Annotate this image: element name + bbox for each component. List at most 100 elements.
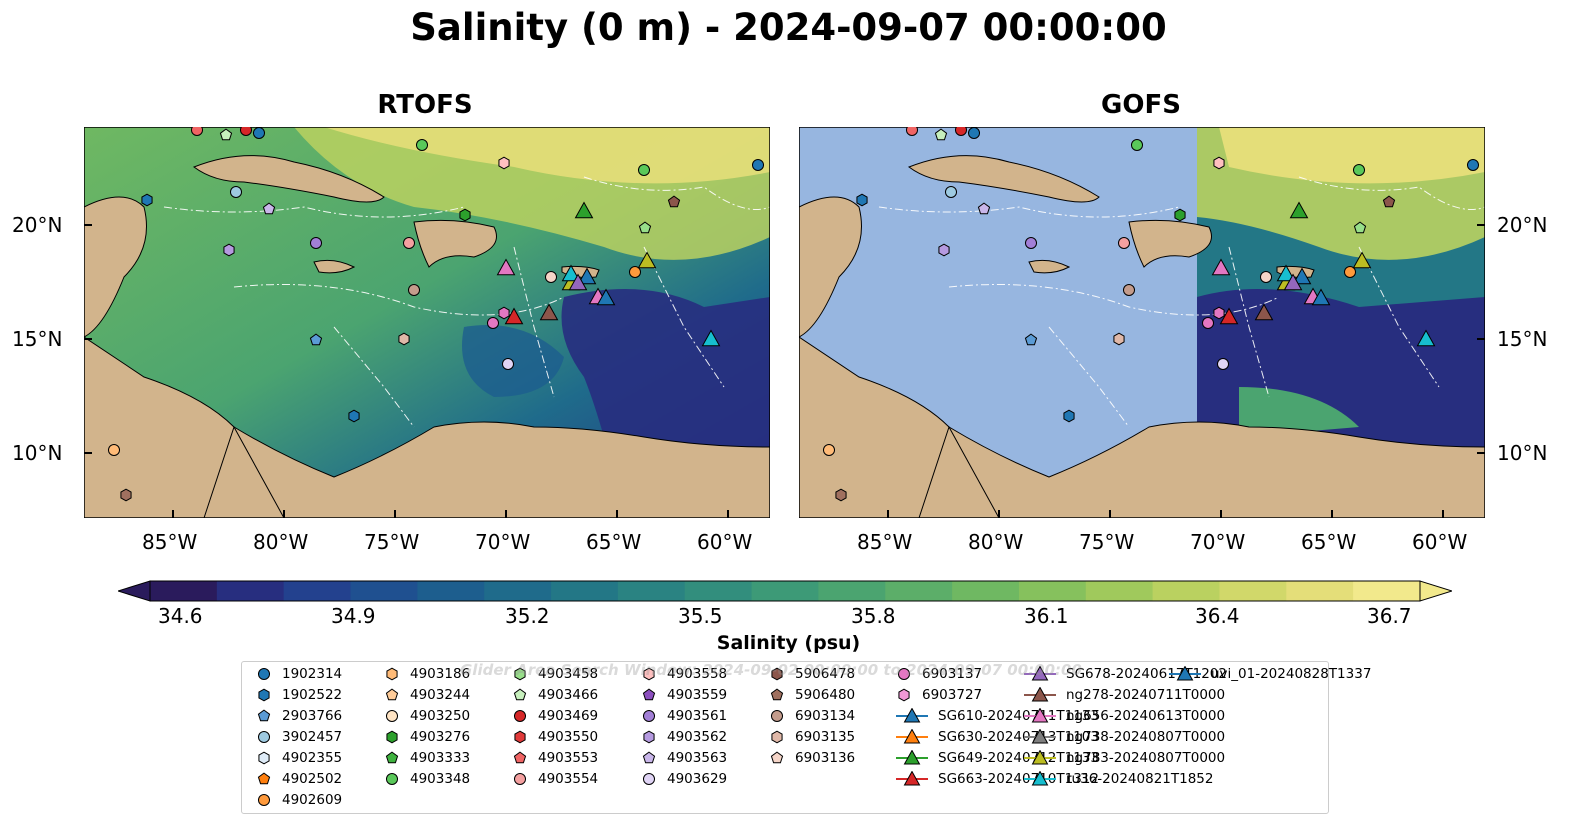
lon-label-65w-right: 65°W bbox=[1301, 530, 1357, 554]
legend-item: ng278-20240711T0000 bbox=[1022, 686, 1226, 703]
map-marker bbox=[1352, 251, 1372, 269]
map-marker bbox=[1254, 303, 1274, 321]
legend-item: ru36-20240821T1852 bbox=[1022, 770, 1213, 787]
legend-label: 6903727 bbox=[922, 687, 983, 703]
legend-label: 4902355 bbox=[282, 750, 343, 766]
map-marker bbox=[402, 236, 416, 250]
legend-item: 4903333 bbox=[382, 750, 470, 766]
legend-marker bbox=[257, 667, 271, 681]
legend-marker bbox=[642, 709, 656, 723]
colorbar-segment bbox=[283, 581, 352, 601]
legend-label: 5906478 bbox=[795, 666, 856, 682]
legend-marker bbox=[770, 751, 784, 764]
legend-marker bbox=[1024, 770, 1056, 786]
map-marker bbox=[1122, 283, 1136, 297]
lat-label-10n-right: 10°N bbox=[1497, 441, 1548, 465]
legend-marker bbox=[771, 667, 783, 681]
map-marker bbox=[496, 258, 516, 276]
colorbar-segment bbox=[751, 581, 819, 601]
map-marker bbox=[628, 265, 642, 279]
legend-label: SG630-20240713T1103 bbox=[938, 729, 1099, 745]
legend-marker bbox=[1024, 665, 1056, 681]
map-marker bbox=[835, 488, 847, 502]
map-marker bbox=[407, 283, 421, 297]
axis-ticks bbox=[84, 224, 729, 518]
map-marker bbox=[1216, 357, 1230, 371]
legend-item: 4903563 bbox=[639, 750, 727, 766]
legend-label: SG663-20240710T1312 bbox=[938, 771, 1099, 787]
map-marker bbox=[1289, 201, 1309, 219]
legend-label: ng278-20240711T0000 bbox=[1066, 687, 1226, 703]
legend-item: 5906480 bbox=[767, 687, 855, 703]
legend-marker bbox=[896, 728, 928, 744]
legend-label: uvi_01-20240828T1337 bbox=[1211, 666, 1372, 682]
map-marker bbox=[539, 303, 559, 321]
very-high-salinity-region bbox=[324, 127, 770, 184]
map-marker bbox=[1466, 158, 1480, 172]
legend-marker bbox=[642, 688, 656, 701]
map-marker bbox=[1276, 264, 1296, 282]
map-marker bbox=[239, 127, 253, 137]
legend-item: ng738-20240807T0000 bbox=[1022, 728, 1225, 745]
colorbar-segment bbox=[617, 581, 686, 601]
coastal-high-salinity bbox=[1239, 387, 1359, 437]
legend-item: 6903134 bbox=[767, 708, 855, 724]
legend-item: 4903250 bbox=[382, 708, 470, 724]
map-marker bbox=[1311, 288, 1331, 306]
legend-item: 4903562 bbox=[639, 729, 727, 745]
legend-label: 4903250 bbox=[410, 708, 471, 724]
lat-label-20n-right: 20°N bbox=[1497, 213, 1548, 237]
float-markers bbox=[822, 127, 1480, 502]
legend-label: 1902522 bbox=[282, 687, 343, 703]
map-marker bbox=[190, 127, 204, 137]
map-marker bbox=[967, 127, 981, 140]
colorbar-segment bbox=[1353, 581, 1421, 601]
colorbar-segment bbox=[216, 581, 285, 601]
lat-label-15n-right: 15°N bbox=[1497, 327, 1548, 351]
map-marker bbox=[822, 443, 836, 457]
map-marker bbox=[1174, 208, 1186, 222]
legend-item: 1902314 bbox=[254, 666, 342, 682]
legend-marker bbox=[258, 751, 270, 765]
lon-label-70w-left: 70°W bbox=[475, 530, 531, 554]
colorbar-segment bbox=[551, 581, 619, 601]
map-marker bbox=[498, 156, 510, 170]
map-marker bbox=[262, 202, 276, 215]
map-marker bbox=[561, 264, 581, 282]
legend-item: 4903559 bbox=[639, 687, 727, 703]
map-marker bbox=[1024, 236, 1038, 250]
map-marker bbox=[954, 127, 968, 137]
colorbar-segment bbox=[818, 581, 886, 601]
legend-marker bbox=[514, 730, 526, 744]
legend-marker bbox=[770, 688, 784, 701]
map-marker bbox=[107, 443, 121, 457]
lat-label-15n-left: 15°N bbox=[12, 327, 63, 351]
legend-marker bbox=[1024, 686, 1056, 702]
lon-label-80w-left: 80°W bbox=[253, 530, 309, 554]
legend-marker bbox=[514, 667, 526, 681]
legend-label: 4903550 bbox=[538, 729, 599, 745]
legend-marker bbox=[1024, 749, 1056, 765]
legend-item: uvi_01-20240828T1337 bbox=[1167, 665, 1372, 682]
map-marker bbox=[938, 243, 950, 257]
colorbar-tick-label: 36.7 bbox=[1367, 604, 1412, 628]
legend-marker bbox=[1024, 728, 1056, 744]
legend-item: 4903561 bbox=[639, 708, 727, 724]
legend-label: 4903558 bbox=[667, 666, 728, 682]
lon-label-85w-right: 85°W bbox=[857, 530, 913, 554]
legend-marker bbox=[896, 707, 928, 723]
map-marker bbox=[1201, 316, 1215, 330]
legend-item: 4902609 bbox=[254, 792, 342, 808]
legend-label: SG610-20240711T1133 bbox=[938, 708, 1099, 724]
colorbar-tick-label: 36.1 bbox=[1024, 604, 1069, 628]
colorbar bbox=[118, 580, 1452, 602]
legend-marker bbox=[513, 751, 527, 764]
legend-item: 3902457 bbox=[254, 729, 342, 745]
map-marker bbox=[577, 267, 597, 285]
map-marker bbox=[1117, 236, 1131, 250]
map-marker bbox=[120, 488, 132, 502]
legend-marker bbox=[771, 730, 783, 744]
map-marker bbox=[1292, 267, 1312, 285]
map-marker bbox=[905, 127, 919, 137]
legend-item: 6903727 bbox=[894, 687, 982, 703]
